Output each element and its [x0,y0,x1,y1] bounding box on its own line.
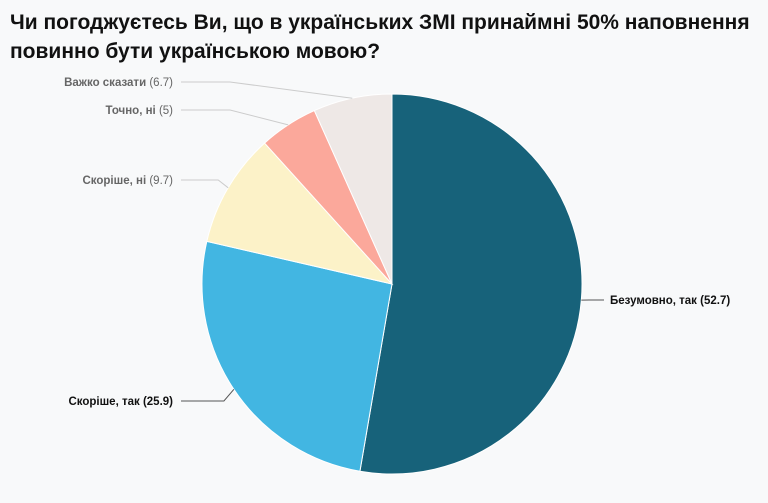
chart-title: Чи погоджуєтесь Ви, що в українських ЗМІ… [10,11,750,63]
leader-line [181,109,289,126]
slice-label: Скоріше, так (25.9) [68,396,173,408]
slice-label: Скоріше, ні (9.7) [82,175,173,187]
slice-label: Точно, ні (5) [106,105,174,117]
pie-slice [201,240,393,472]
slice-label: Безумовно, так (52.7) [610,295,730,307]
leader-line [181,81,353,99]
pie-slice [359,93,583,475]
leader-line [181,179,229,189]
slice-label: Важко сказати (6.7) [64,77,173,89]
pie-slice [313,93,393,285]
pie-slice [206,142,394,285]
leader-line [181,388,235,402]
